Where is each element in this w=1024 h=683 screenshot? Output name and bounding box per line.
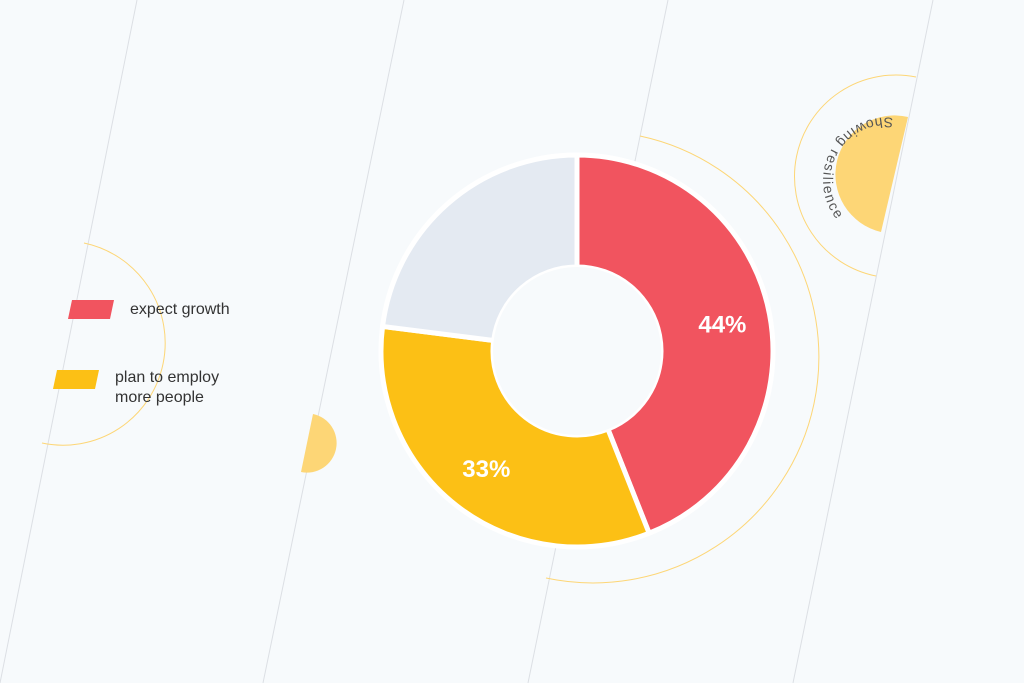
- half-circle-accent: [301, 414, 337, 473]
- badge-outline-arc: [794, 74, 917, 277]
- diagonal-line: [792, 0, 934, 683]
- legend-outline-arc: [41, 242, 166, 446]
- donut-chart: 44% 33%: [378, 152, 776, 550]
- diagonal-line: [0, 0, 138, 683]
- showing-resilience-badge: Showing resilience: [794, 74, 917, 277]
- legend-label-expect-growth: expect growth: [130, 301, 230, 318]
- slice-value-label: 44%: [698, 311, 746, 338]
- swatch-shape: [68, 300, 114, 319]
- legend-swatch-yellow: [53, 370, 99, 389]
- donut-hole: [493, 267, 661, 435]
- slice-value-label: 33%: [462, 456, 510, 483]
- donut-outline-arc: [545, 135, 820, 584]
- swatch-shape: [53, 370, 99, 389]
- legend-label-plan-line1: plan to employ: [115, 369, 220, 386]
- legend-swatch-red: [68, 300, 114, 319]
- badge-half-circle: [835, 115, 908, 232]
- legend-label-plan-line2: more people: [115, 389, 204, 406]
- diagonal-line: [262, 0, 405, 683]
